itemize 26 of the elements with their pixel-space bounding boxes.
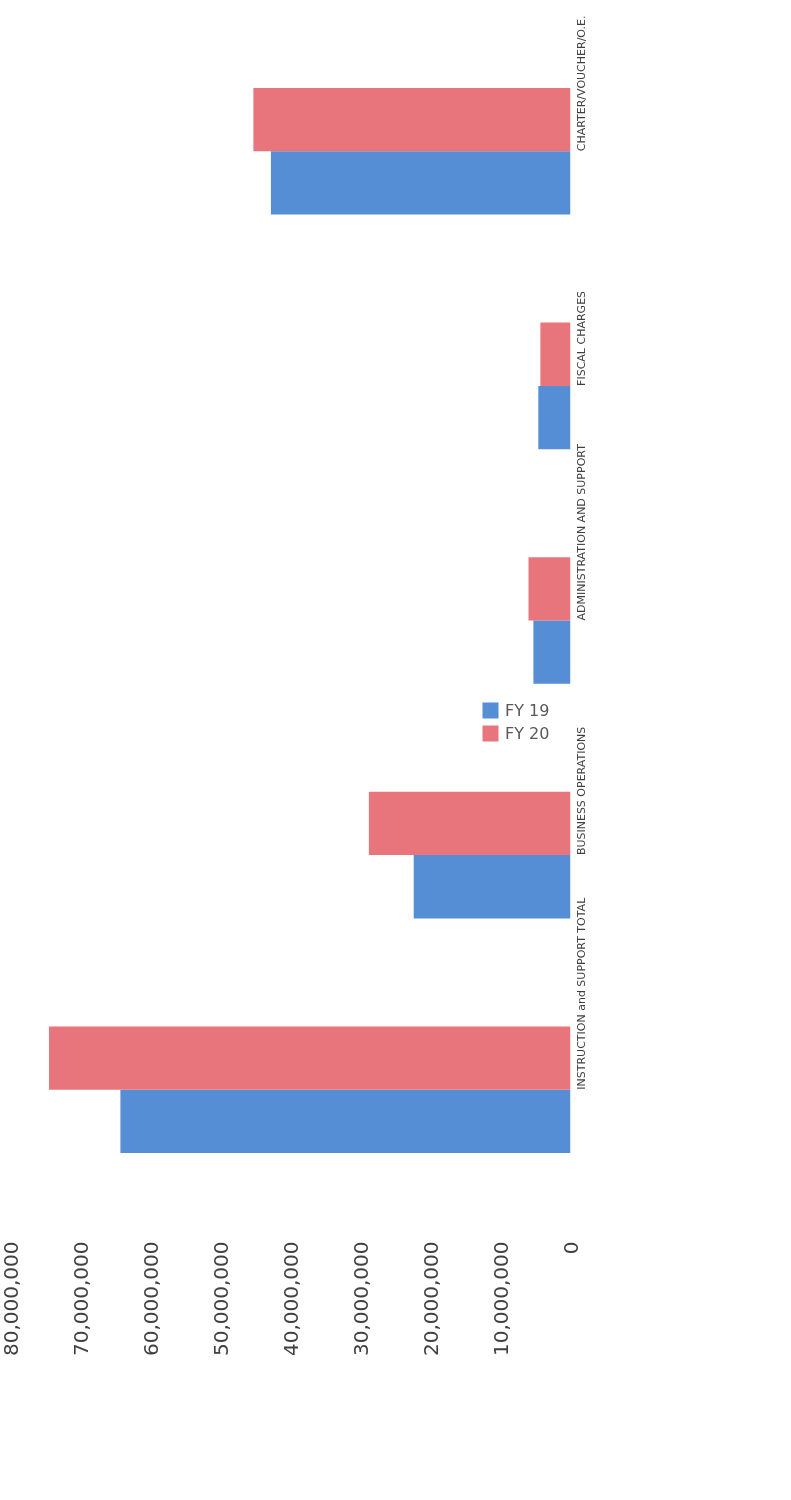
bar	[270, 151, 571, 215]
bar	[533, 620, 571, 684]
x-tick-label: 50,000,000	[208, 1241, 233, 1357]
bar	[528, 557, 571, 621]
x-tick-label: 80,000,000	[0, 1241, 23, 1357]
bar	[253, 87, 571, 152]
bar	[49, 1026, 571, 1090]
legend-label: FY 19	[505, 700, 550, 720]
y-tick-label: ADMINISTRATION AND SUPPORT	[575, 443, 588, 621]
bar	[540, 322, 571, 386]
bar	[120, 1089, 571, 1154]
x-tick-label: 60,000,000	[138, 1241, 163, 1357]
x-tick-label: 0	[558, 1241, 583, 1255]
y-tick-label: BUSINESS OPERATIONS	[575, 726, 588, 856]
x-tick-label: 10,000,000	[488, 1241, 513, 1357]
x-tick-label: 40,000,000	[278, 1241, 303, 1357]
y-tick-label: CHARTER/VOUCHER/O.E.	[575, 15, 588, 152]
y-tick-label: FISCAL CHARGES	[575, 290, 588, 386]
y-tick-label: INSTRUCTION and SUPPORT TOTAL	[575, 896, 588, 1090]
legend-label: FY 20	[505, 723, 550, 743]
bar	[538, 385, 571, 450]
bar	[413, 855, 571, 919]
bar	[368, 791, 571, 856]
x-tick-label: 70,000,000	[68, 1241, 93, 1357]
x-tick-label: 20,000,000	[418, 1241, 443, 1357]
x-tick-label: 30,000,000	[348, 1241, 373, 1357]
